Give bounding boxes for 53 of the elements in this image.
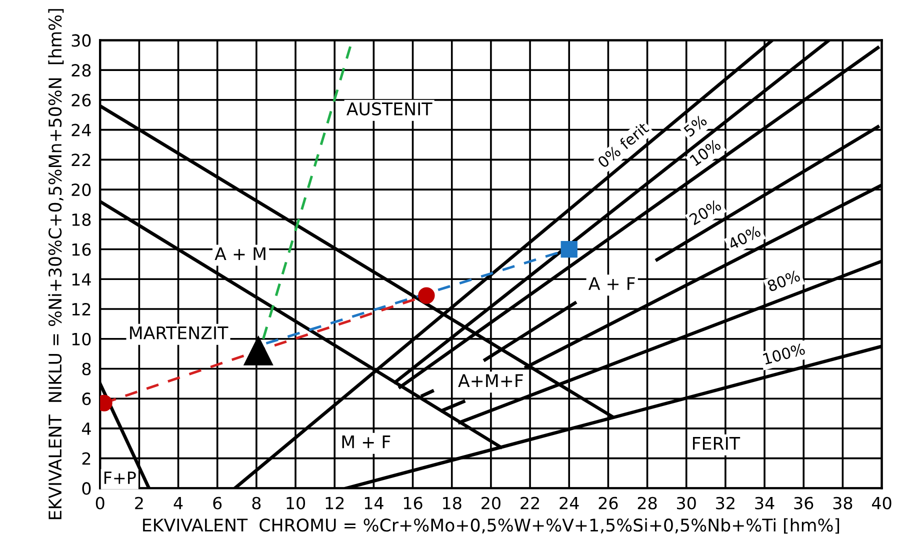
x-tick-label: 34: [755, 496, 774, 510]
x-tick-label: 22: [520, 496, 539, 510]
x-tick-label: 20: [482, 496, 500, 510]
y-tick-label: 30: [72, 34, 91, 47]
x-tick-label: 24: [560, 496, 579, 510]
x-tick-label: 38: [833, 496, 852, 510]
annotation: 0% ferit: [596, 121, 650, 168]
annotation: 40%: [727, 225, 762, 250]
annotation: 5%: [683, 114, 708, 138]
annotation: AUSTENIT: [346, 102, 432, 116]
y-tick-label: 20: [72, 184, 91, 196]
x-tick-label: 6: [213, 496, 222, 510]
y-tick-label: 0: [82, 482, 91, 495]
x-tick-label: 16: [404, 496, 422, 510]
annotation: 80%: [766, 270, 801, 292]
x-tick-label: 28: [638, 496, 657, 510]
x-tick-label: 40: [872, 496, 892, 510]
y-tick-label: 14: [72, 273, 91, 286]
x-tick-label: 36: [794, 496, 814, 510]
x-tick-label: 8: [252, 496, 261, 510]
annotation: 20%: [688, 199, 722, 226]
annotation: A+M+F: [458, 374, 523, 387]
x-tick-label: 0: [96, 496, 104, 510]
y-tick-label: 16: [72, 243, 91, 256]
annotation: MARTENZIT: [130, 326, 228, 340]
x-tick-label: 10: [286, 496, 306, 510]
x-tick-label: 4: [174, 497, 183, 510]
y-axis-title: EKVIVALENT NIKLU = %Ni+30%C+0,5%Mn+50%N [hm%]: [48, 9, 64, 520]
y-tick-label: 28: [72, 64, 91, 77]
x-tick-label: 2: [135, 496, 143, 510]
y-tick-label: 8: [82, 362, 91, 376]
annotation: A + F: [588, 277, 635, 290]
annotation: M + F: [342, 436, 390, 448]
x-tick-label: 26: [598, 496, 618, 510]
x-tick-label: 14: [364, 497, 384, 510]
x-tick-label: 32: [716, 496, 734, 510]
annotation: F+P: [104, 472, 136, 484]
x-tick-label: 12: [326, 496, 344, 510]
annotation: 100%: [762, 342, 806, 365]
y-tick-label: 10: [72, 332, 91, 346]
annotation: A + M: [214, 247, 266, 260]
y-tick-label: 22: [72, 154, 90, 166]
y-tick-label: 12: [72, 302, 90, 316]
y-tick-label: 24: [72, 124, 91, 136]
x-axis-title: EKVIVALENT CHROMU = %Cr+%Mo+0,5%W+%V+1,5%Si+0,5%Nb+%Ti [hm%]: [143, 518, 840, 534]
y-tick-label: 2: [82, 452, 90, 465]
annotation: FERIT: [693, 437, 740, 450]
y-tick-label: 6: [82, 392, 91, 406]
x-tick-label: 30: [677, 496, 696, 510]
y-tick-label: 18: [72, 213, 91, 226]
x-tick-label: 18: [443, 496, 462, 510]
y-tick-label: 4: [82, 422, 91, 435]
y-tick-label: 26: [72, 94, 91, 107]
